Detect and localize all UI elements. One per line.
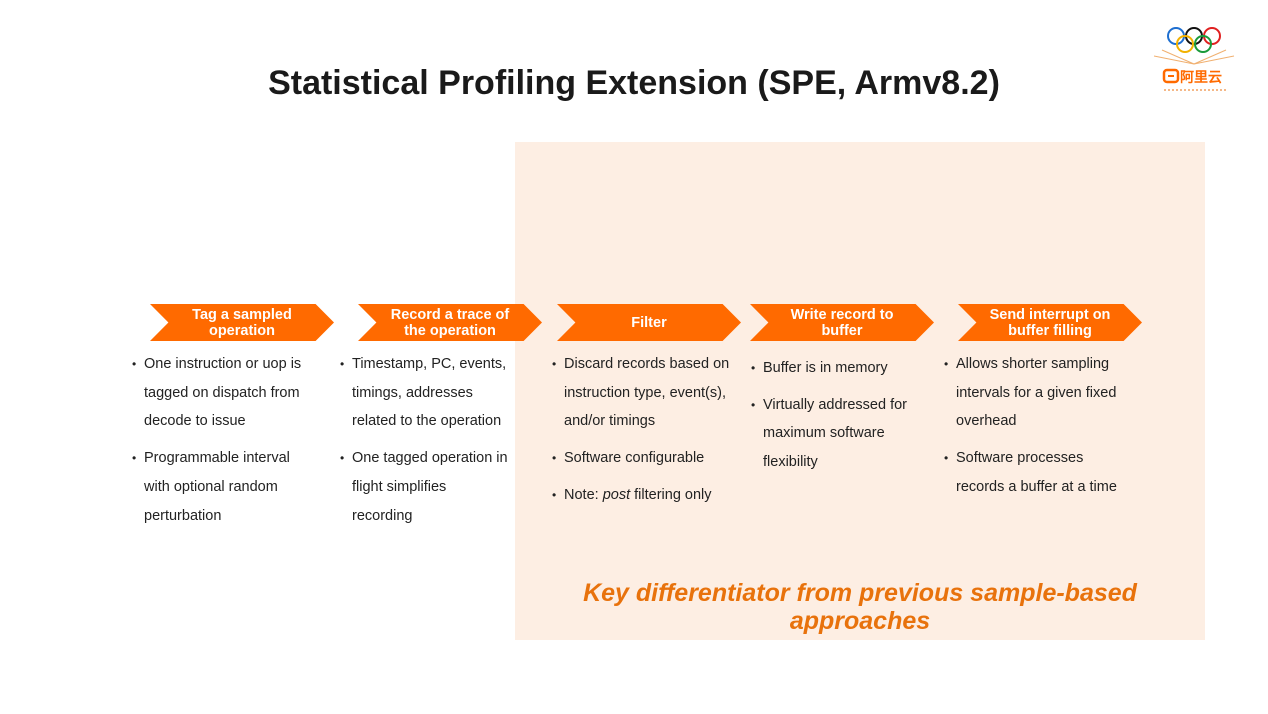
page-title: Statistical Profiling Extension (SPE, Ar… [268,64,1000,102]
bullet-item: Programmable interval with optional rand… [132,444,310,530]
olympic-alibaba-cloud-logo: 阿里云 [1153,27,1235,91]
column-record: Timestamp, PC, events, timings, addresse… [340,350,510,538]
bullet-item: Software processes records a buffer at a… [944,444,1124,501]
column-tag: One instruction or uop is tagged on disp… [132,350,310,538]
note-item: Note: post filtering only [552,481,734,510]
bullet-item: Buffer is in memory [751,354,927,383]
bullet-item: Allows shorter sampling intervals for a … [944,350,1124,436]
stage-write-record: Write record to buffer [750,304,934,341]
bullet-item: One instruction or uop is tagged on disp… [132,350,310,436]
key-differentiator-text: Key differentiator from previous sample-… [583,579,1137,635]
bullet-item: Discard records based on instruction typ… [552,350,734,436]
stage-filter: Filter [557,304,741,341]
column-write: Buffer is in memory Virtually addressed … [751,354,927,485]
bullet-item: Timestamp, PC, events, timings, addresse… [340,350,510,436]
column-interrupt: Allows shorter sampling intervals for a … [944,350,1124,510]
bullet-item: One tagged operation in flight simplifie… [340,444,510,530]
stage-send-interrupt: Send interrupt on buffer filling [958,304,1142,341]
stage-tag-sampled-operation: Tag a sampled operation [150,304,334,341]
logo-brand-text: 阿里云 [1180,70,1222,86]
bullet-item: Virtually addressed for maximum software… [751,391,927,477]
bullet-item: Software configurable [552,444,734,473]
column-filter: Discard records based on instruction typ… [552,350,734,518]
stage-record-trace: Record a trace of the operation [358,304,542,341]
